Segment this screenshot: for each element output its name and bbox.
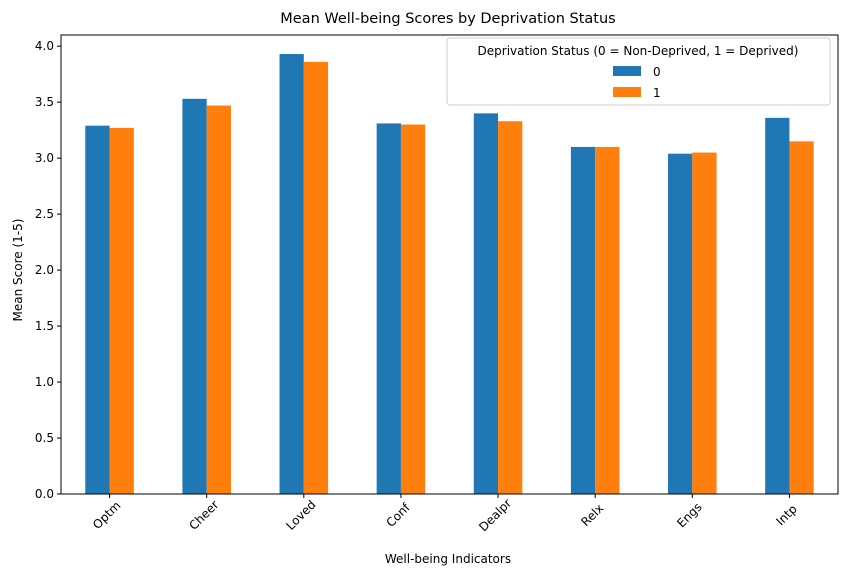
legend-swatch-series-0 bbox=[613, 66, 641, 76]
chart-title: Mean Well-being Scores by Deprivation St… bbox=[280, 11, 615, 27]
y-tick-label: 4.0 bbox=[35, 39, 54, 53]
bar-series-1-cheer bbox=[206, 105, 231, 494]
bar-series-1-optm bbox=[109, 127, 134, 495]
legend-swatch-series-1 bbox=[613, 87, 641, 97]
bar-series-0-dealpr bbox=[473, 113, 499, 495]
legend: Deprivation Status (0 = Non-Deprived, 1 … bbox=[446, 37, 831, 106]
bar-series-0-loved bbox=[279, 54, 304, 494]
y-tick-label: 2.0 bbox=[35, 263, 54, 277]
bar-series-1-intp bbox=[789, 141, 814, 495]
bar-series-0-intp bbox=[765, 117, 790, 494]
bar-series-1-dealpr bbox=[498, 121, 523, 494]
legend-label-series-1: 1 bbox=[653, 86, 661, 100]
legend-title: Deprivation Status (0 = Non-Deprived, 1 … bbox=[478, 44, 799, 58]
bar-series-0-optm bbox=[85, 125, 110, 495]
bar-group bbox=[85, 54, 814, 495]
legend-label-series-0: 0 bbox=[653, 65, 661, 79]
plot-frame bbox=[60, 34, 839, 495]
y-tick-label: 3.5 bbox=[35, 95, 54, 109]
bar-series-0-relx bbox=[570, 146, 596, 494]
bar-series-1-engs bbox=[692, 152, 717, 495]
bar-series-1-relx bbox=[595, 146, 620, 494]
y-tick-label: 3.0 bbox=[35, 151, 54, 165]
y-tick-label: 0.0 bbox=[35, 487, 54, 501]
y-axis: 0.0 0.5 1.0 1.5 2.0 2.5 3.0 3.5 4.0 bbox=[35, 39, 61, 501]
bar-series-1-loved bbox=[303, 61, 329, 495]
y-tick-label: 0.5 bbox=[35, 431, 54, 445]
x-axis-label: Well-being Indicators bbox=[385, 552, 511, 566]
y-tick-label: 2.5 bbox=[35, 207, 54, 221]
y-tick-label: 1.0 bbox=[35, 375, 54, 389]
y-axis-label: Mean Score (1-5) bbox=[11, 219, 25, 322]
bar-series-1-conf bbox=[400, 124, 426, 494]
bar-series-0-engs bbox=[668, 153, 693, 495]
bar-series-0-conf bbox=[376, 123, 401, 494]
y-tick-label: 1.5 bbox=[35, 319, 54, 333]
bar-series-0-cheer bbox=[182, 98, 207, 494]
